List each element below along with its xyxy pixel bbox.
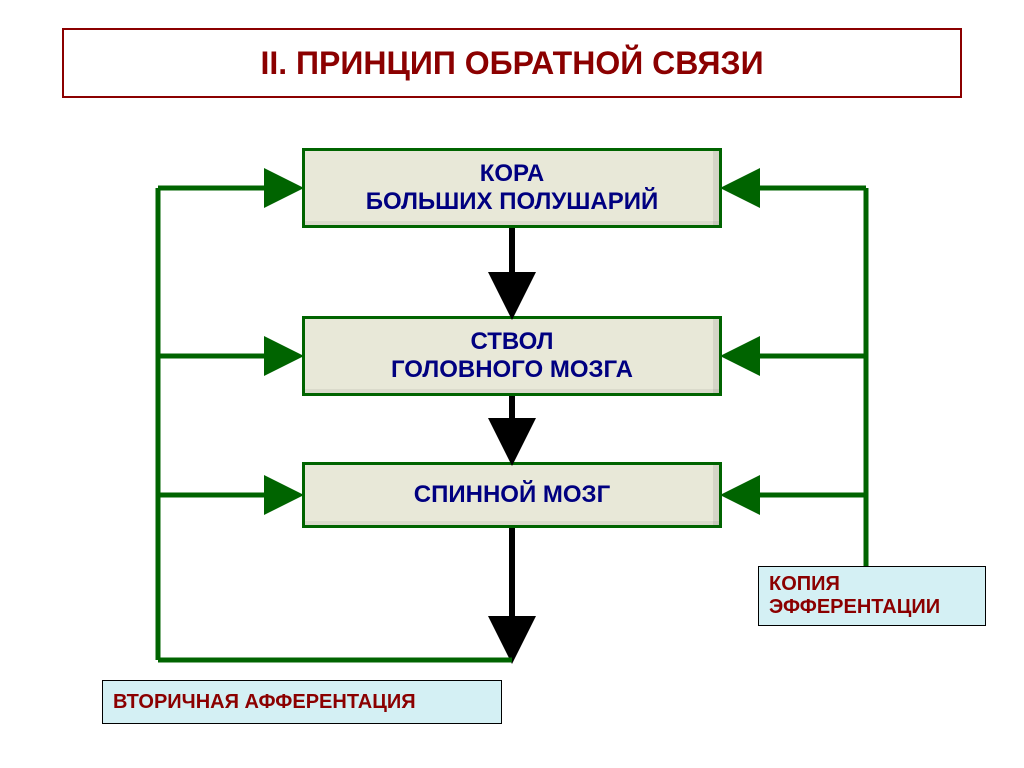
- label-secondary-afferentation: ВТОРИЧНАЯ АФФЕРЕНТАЦИЯ: [102, 680, 502, 724]
- node-brainstem: СТВОЛГОЛОВНОГО МОЗГА: [302, 316, 722, 396]
- diagram-title: II. ПРИНЦИП ОБРАТНОЙ СВЯЗИ: [62, 28, 962, 98]
- node-cortex: КОРАБОЛЬШИХ ПОЛУШАРИЙ: [302, 148, 722, 228]
- label-efferent-copy: КОПИЯЭФФЕРЕНТАЦИИ: [758, 566, 986, 626]
- node-spinal: СПИННОЙ МОЗГ: [302, 462, 722, 528]
